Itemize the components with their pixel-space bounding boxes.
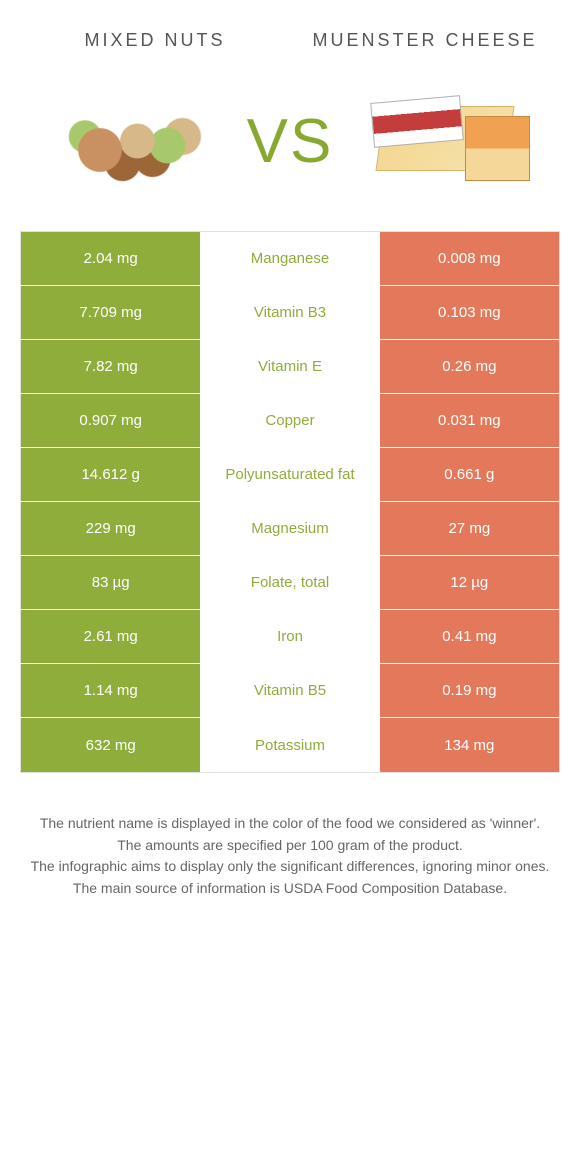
muenster-cheese-icon: [370, 91, 530, 191]
left-value: 83 µg: [21, 556, 200, 609]
nutrient-label: Potassium: [200, 718, 379, 772]
table-row: 632 mgPotassium134 mg: [21, 718, 559, 772]
right-value: 0.19 mg: [380, 664, 559, 717]
left-value: 14.612 g: [21, 448, 200, 501]
left-value: 632 mg: [21, 718, 200, 772]
table-row: 229 mgMagnesium27 mg: [21, 502, 559, 556]
vs-label: VS: [230, 106, 350, 177]
table-row: 83 µgFolate, total12 µg: [21, 556, 559, 610]
footer-line: The infographic aims to display only the…: [30, 856, 550, 878]
nutrient-label: Folate, total: [200, 556, 379, 609]
header: Mixed nuts Muenster cheese: [0, 0, 580, 61]
nutrient-label: Iron: [200, 610, 379, 663]
table-row: 1.14 mgVitamin B50.19 mg: [21, 664, 559, 718]
table-row: 14.612 gPolyunsaturated fat0.661 g: [21, 448, 559, 502]
left-value: 229 mg: [21, 502, 200, 555]
table-row: 7.82 mgVitamin E0.26 mg: [21, 340, 559, 394]
right-value: 0.008 mg: [380, 232, 559, 285]
left-value: 0.907 mg: [21, 394, 200, 447]
left-value: 2.04 mg: [21, 232, 200, 285]
footer-line: The amounts are specified per 100 gram o…: [30, 835, 550, 857]
footer-notes: The nutrient name is displayed in the co…: [0, 773, 580, 900]
left-value: 7.709 mg: [21, 286, 200, 339]
right-value: 27 mg: [380, 502, 559, 555]
right-food-title: Muenster cheese: [310, 30, 540, 51]
image-row: VS: [0, 61, 580, 231]
left-food-image: [30, 76, 230, 206]
right-value: 12 µg: [380, 556, 559, 609]
nutrient-label: Manganese: [200, 232, 379, 285]
table-row: 2.61 mgIron0.41 mg: [21, 610, 559, 664]
nutrient-label: Polyunsaturated fat: [200, 448, 379, 501]
right-value: 134 mg: [380, 718, 559, 772]
right-value: 0.103 mg: [380, 286, 559, 339]
nutrient-label: Vitamin E: [200, 340, 379, 393]
left-value: 2.61 mg: [21, 610, 200, 663]
left-value: 7.82 mg: [21, 340, 200, 393]
nutrient-label: Copper: [200, 394, 379, 447]
comparison-table: 2.04 mgManganese0.008 mg7.709 mgVitamin …: [20, 231, 560, 773]
table-row: 7.709 mgVitamin B30.103 mg: [21, 286, 559, 340]
table-row: 0.907 mgCopper0.031 mg: [21, 394, 559, 448]
table-row: 2.04 mgManganese0.008 mg: [21, 232, 559, 286]
nutrient-label: Magnesium: [200, 502, 379, 555]
nutrient-label: Vitamin B5: [200, 664, 379, 717]
footer-line: The nutrient name is displayed in the co…: [30, 813, 550, 835]
footer-line: The main source of information is USDA F…: [30, 878, 550, 900]
right-value: 0.031 mg: [380, 394, 559, 447]
right-value: 0.26 mg: [380, 340, 559, 393]
left-food-title: Mixed nuts: [40, 30, 270, 51]
left-value: 1.14 mg: [21, 664, 200, 717]
right-value: 0.41 mg: [380, 610, 559, 663]
right-value: 0.661 g: [380, 448, 559, 501]
mixed-nuts-icon: [55, 96, 205, 186]
nutrient-label: Vitamin B3: [200, 286, 379, 339]
right-food-image: [350, 76, 550, 206]
